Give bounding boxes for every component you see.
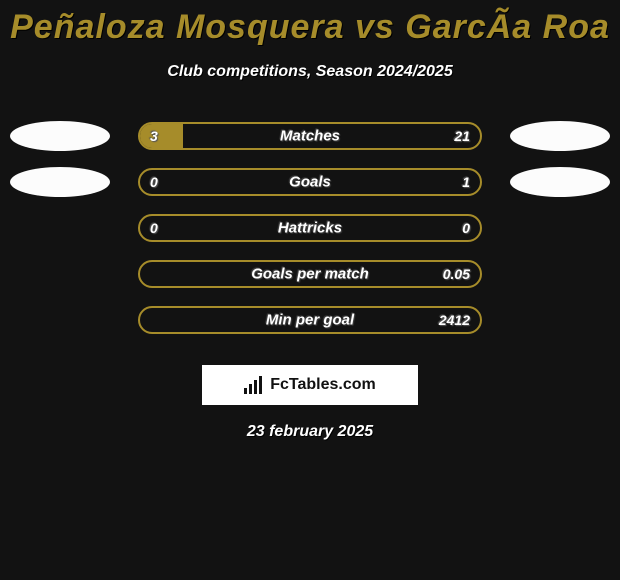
player-right-marker [510, 121, 610, 151]
site-logo-text: FcTables.com [270, 376, 376, 394]
stat-row: Goals0 1 [0, 159, 620, 205]
player-left-marker [10, 121, 110, 151]
stat-row: Goals per match0.05 [0, 251, 620, 297]
stat-bar: Goals0 1 [138, 168, 482, 196]
player-right-marker [510, 167, 610, 197]
stat-row: Matches321 [0, 113, 620, 159]
stat-row: Min per goal2412 [0, 297, 620, 343]
stats-chart: Matches321Goals01Hattricks00Goals per ma… [0, 113, 620, 343]
stat-value-left: 0 [150, 220, 158, 236]
stat-value-right: 1 [462, 174, 470, 190]
stat-value-left: 0 [150, 174, 158, 190]
stat-label: Min per goal [140, 312, 480, 329]
footer-date: 23 february 2025 [0, 423, 620, 441]
comparison-card: Peñaloza Mosquera vs GarcÃ­a Roa Club co… [0, 0, 620, 580]
stat-value-right: 0.05 [443, 266, 470, 282]
stat-label: Goals [140, 174, 480, 191]
page-subtitle: Club competitions, Season 2024/2025 [0, 63, 620, 81]
stat-label: Goals per match [140, 266, 480, 283]
page-title: Peñaloza Mosquera vs GarcÃ­a Roa [0, 0, 620, 47]
stat-label: Hattricks [140, 220, 480, 237]
stat-label: Matches [140, 128, 480, 145]
stat-bar-fill [140, 124, 183, 148]
player-left-marker [10, 167, 110, 197]
stat-bar: Goals per match0.05 [138, 260, 482, 288]
stat-row: Hattricks0 0 [0, 205, 620, 251]
site-logo[interactable]: FcTables.com [202, 365, 418, 405]
stat-bar: Matches321 [138, 122, 482, 150]
stat-bar: Hattricks0 0 [138, 214, 482, 242]
stat-value-right: 2412 [439, 312, 470, 328]
stat-value-right: 21 [454, 128, 470, 144]
stat-value-right: 0 [462, 220, 470, 236]
bar-chart-icon [244, 376, 266, 394]
stat-bar: Min per goal2412 [138, 306, 482, 334]
